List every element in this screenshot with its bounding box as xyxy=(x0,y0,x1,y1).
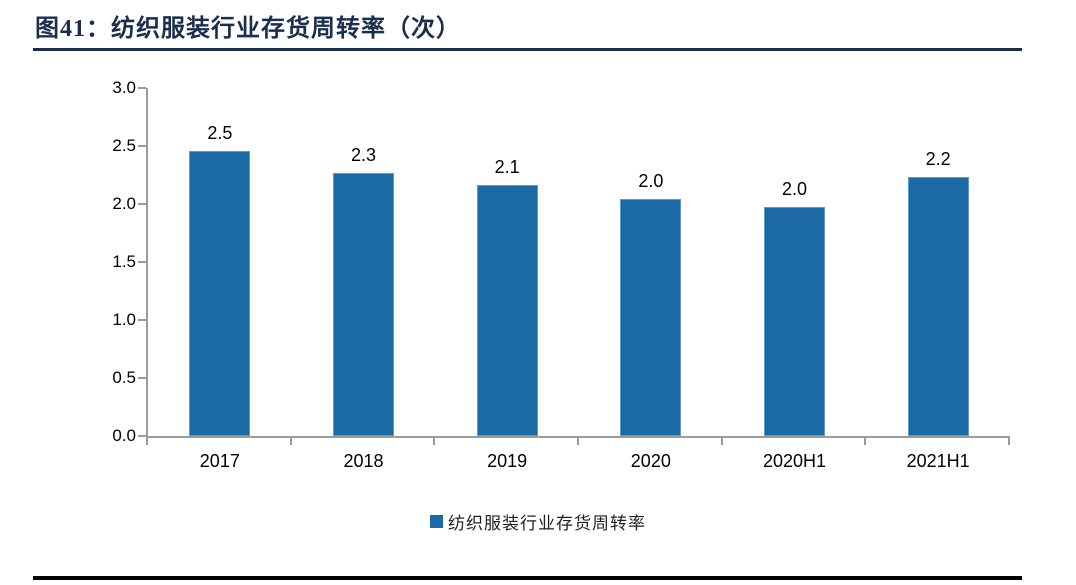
bar xyxy=(189,150,251,436)
y-tick-label: 2.5 xyxy=(112,136,136,155)
y-tick-mark xyxy=(138,377,146,379)
x-tick-mark xyxy=(864,438,867,445)
title-divider xyxy=(33,48,1022,51)
x-tick-label: 2019 xyxy=(487,451,528,471)
x-tick-label: 2018 xyxy=(343,451,384,471)
bar-value-label: 2.0 xyxy=(781,179,808,200)
y-tick-mark xyxy=(138,145,146,147)
bar-value-label: 2.5 xyxy=(207,122,233,143)
x-axis-line xyxy=(146,436,1010,438)
x-tick-mark xyxy=(1008,438,1010,445)
chart-legend: 纺织服装行业存货周转率 xyxy=(0,509,1076,534)
bar-value-label: 2.3 xyxy=(350,144,377,165)
y-tick-label: 0.0 xyxy=(112,426,136,445)
x-tick-mark xyxy=(433,438,436,445)
y-tick-mark xyxy=(138,203,146,205)
x-tick-mark xyxy=(289,438,292,445)
bar xyxy=(333,172,394,436)
y-tick-mark xyxy=(138,319,146,321)
figure-title: 图41：纺织服装行业存货周转率（次） xyxy=(35,16,461,42)
x-tick-label: 2017 xyxy=(199,451,240,471)
y-tick-label: 0.5 xyxy=(112,368,136,387)
x-tick-label: 2020 xyxy=(630,451,671,471)
y-tick-mark xyxy=(138,87,146,89)
y-tick-label: 1.5 xyxy=(112,252,136,271)
bar-value-label: 2.0 xyxy=(638,171,664,192)
y-tick-label: 3.0 xyxy=(112,78,136,97)
bottom-divider xyxy=(33,576,1022,580)
x-tick-mark xyxy=(577,438,579,445)
x-tick-label: 2020H1 xyxy=(762,451,827,471)
y-tick-mark xyxy=(138,261,146,263)
x-tick-mark xyxy=(720,438,723,445)
y-tick-label: 1.0 xyxy=(112,310,136,329)
legend-label: 纺织服装行业存货周转率 xyxy=(448,514,646,533)
bar xyxy=(907,177,969,436)
y-tick-mark xyxy=(138,435,146,437)
bar-value-label: 2.1 xyxy=(494,157,520,178)
bar xyxy=(620,199,682,436)
bar xyxy=(764,207,825,436)
x-tick-mark xyxy=(146,438,148,445)
x-tick-label: 2021H1 xyxy=(906,451,970,471)
bar xyxy=(476,185,538,436)
legend-swatch-icon xyxy=(430,515,443,528)
y-tick-label: 2.0 xyxy=(112,194,136,213)
y-axis-line xyxy=(146,88,148,438)
bar-value-label: 2.2 xyxy=(925,149,951,170)
